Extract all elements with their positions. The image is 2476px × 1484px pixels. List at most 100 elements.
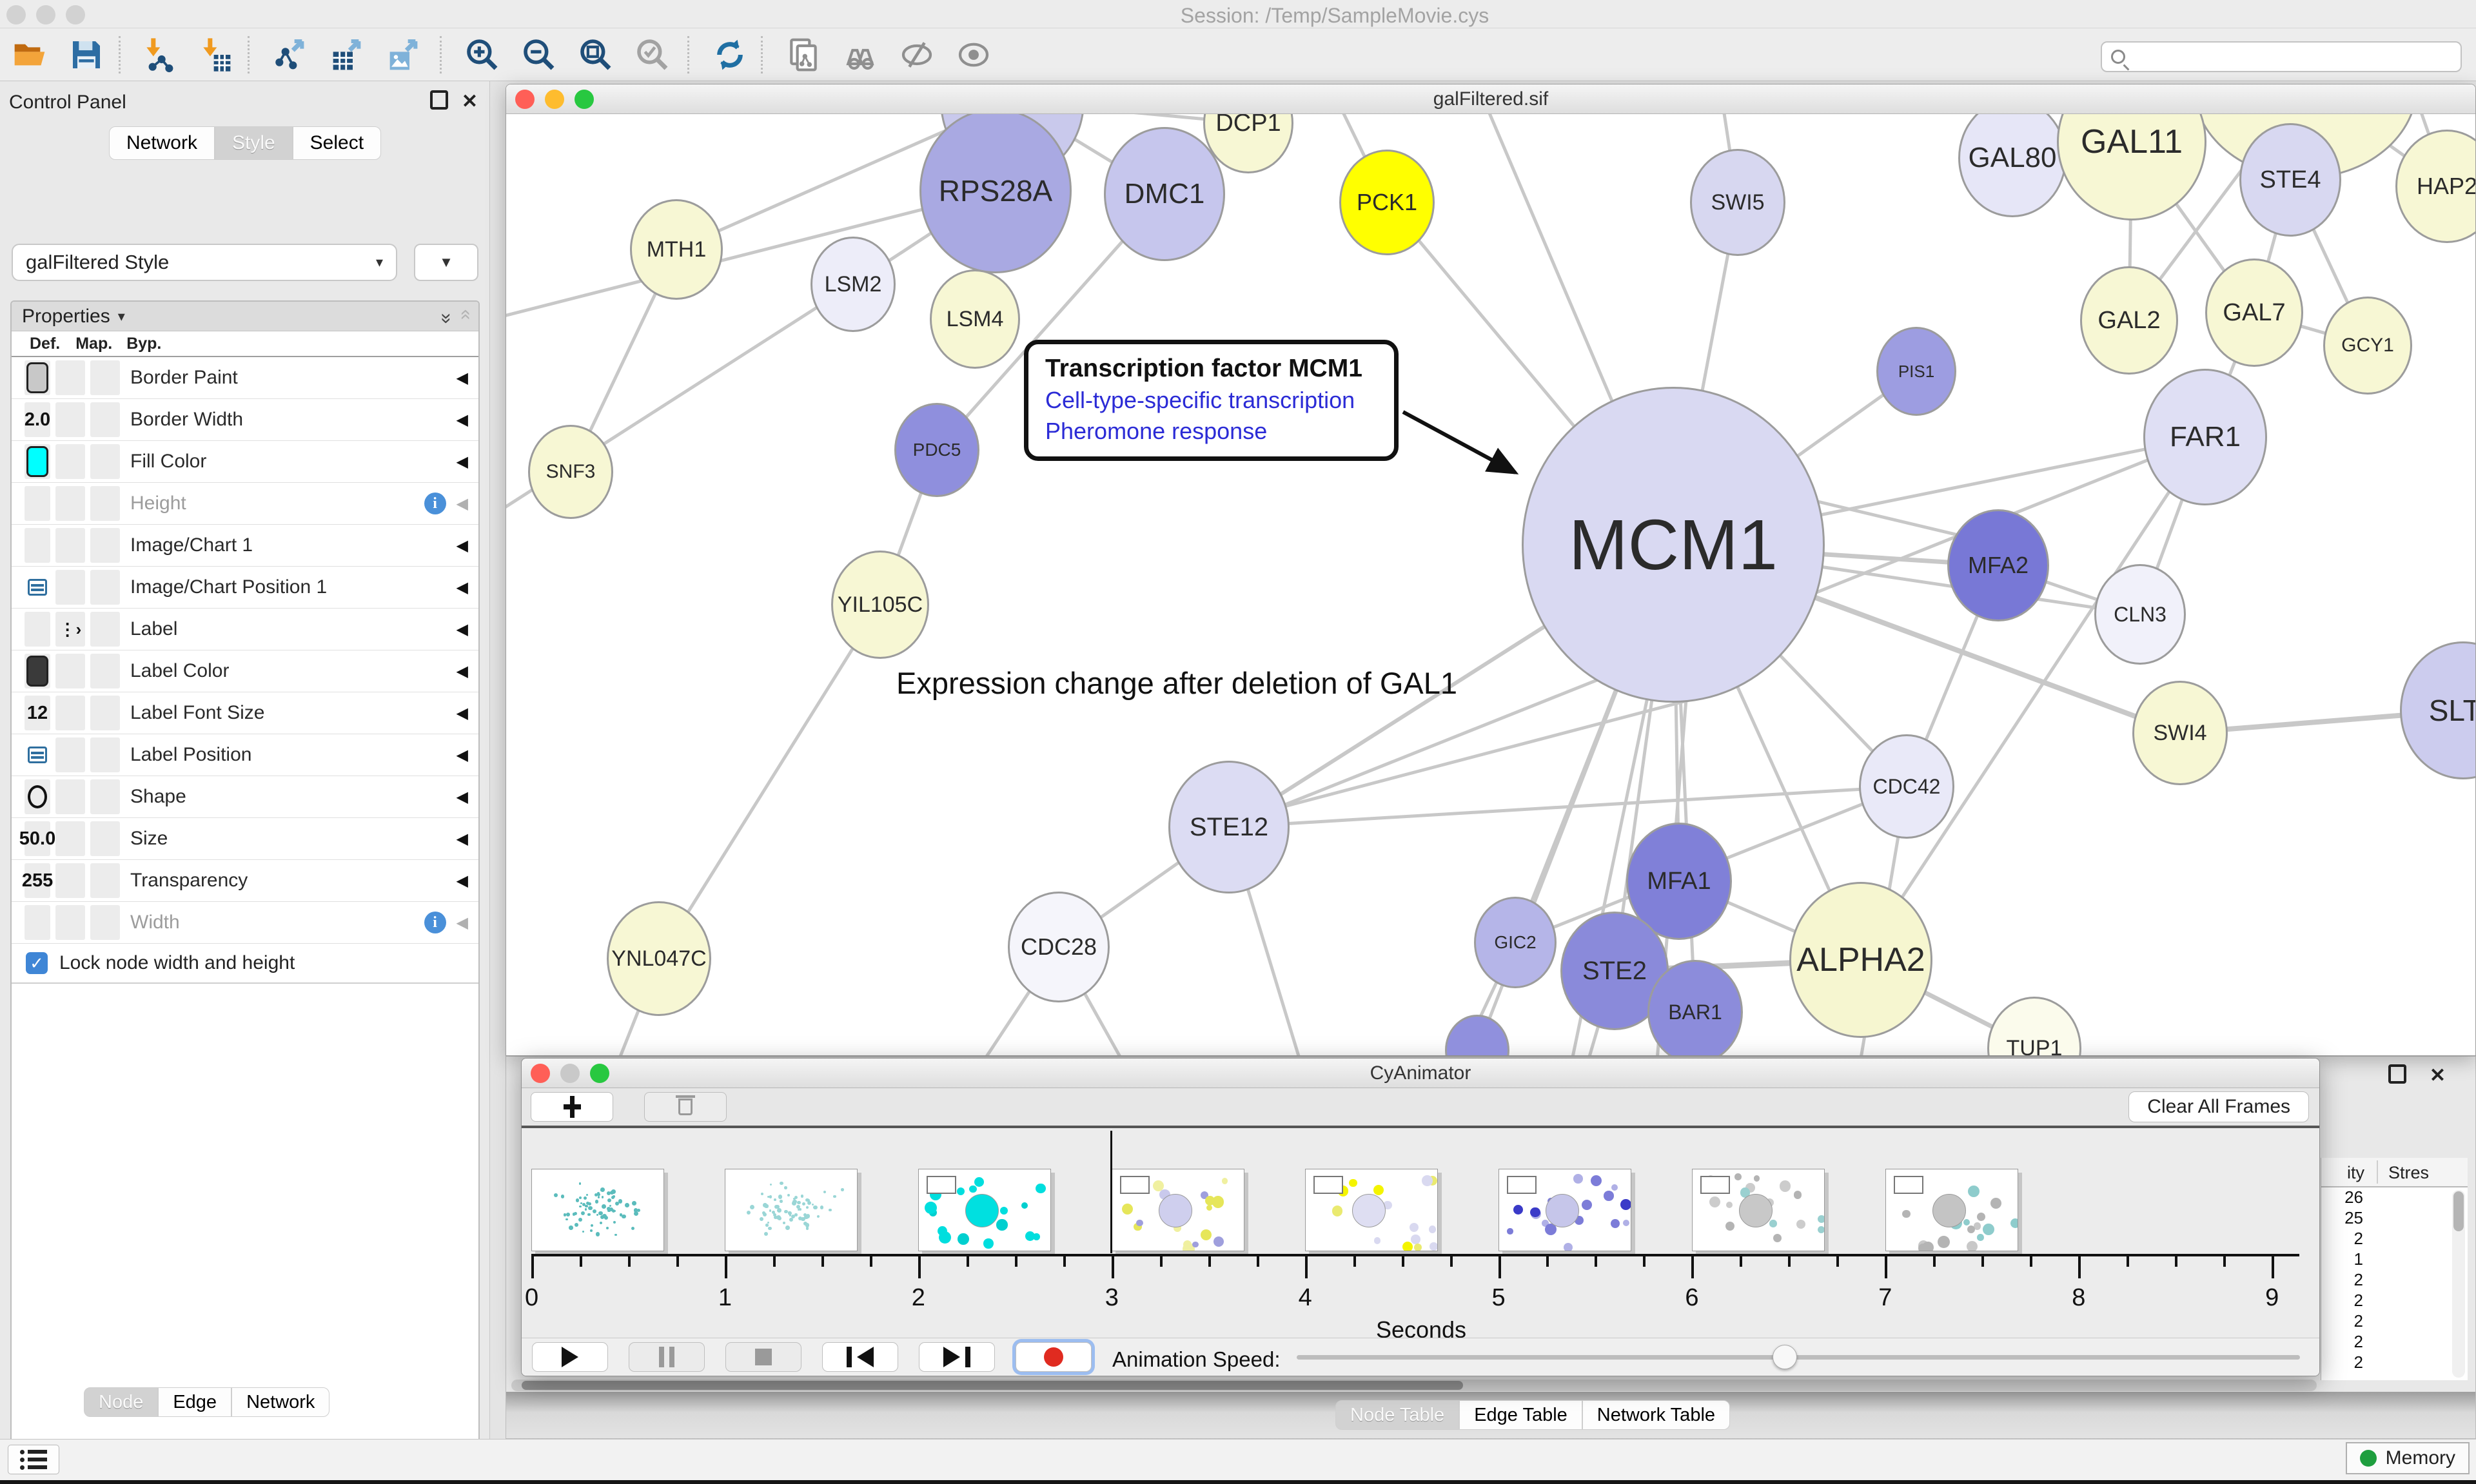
animation-speed-slider[interactable] [1297,1355,2300,1360]
skip-to-end-button[interactable] [919,1342,995,1372]
network-window-titlebar[interactable]: galFiltered.sif [506,84,2475,114]
keyframe-thumbnail-4[interactable] [1305,1169,1438,1251]
network-node-pck1[interactable]: PCK1 [1339,150,1435,255]
table-cell-value[interactable]: 1 [2353,1249,2363,1269]
column-divider[interactable] [2377,1160,2378,1184]
tab-network[interactable]: Network [108,126,215,160]
network-node-ste4[interactable]: STE4 [2239,123,2341,237]
property-row-height[interactable]: Height i ◀ [12,483,478,525]
copy-network-icon[interactable] [783,35,824,75]
close-icon[interactable] [515,90,535,109]
network-node-mth1[interactable]: MTH1 [630,199,723,300]
property-row-label-position[interactable]: Label Position ◀ [12,734,478,776]
expand-row-icon[interactable]: ◀ [456,536,468,554]
tab-edge-table[interactable]: Edge Table [1459,1400,1582,1430]
property-row-shape[interactable]: Shape ◀ [12,776,478,818]
property-row-label[interactable]: ⋮› Label ◀ [12,609,478,650]
tab-network-table[interactable]: Network Table [1582,1400,1731,1430]
annotation-link-2[interactable]: Pheromone response [1045,418,1268,444]
keyframe-thumbnail-6[interactable] [1692,1169,1825,1251]
network-node-cdc28[interactable]: CDC28 [1008,892,1110,1002]
network-node-gal7[interactable]: GAL7 [2205,259,2303,367]
network-node-swi5[interactable]: SWI5 [1690,149,1785,256]
network-node-gal2[interactable]: GAL2 [2080,266,2178,375]
table-cell-value[interactable]: 26 [2344,1187,2363,1207]
column-header-connectivity[interactable]: ity [2347,1163,2364,1182]
table-vertical-scrollbar[interactable] [2452,1190,2465,1378]
table-cell-value[interactable]: 2 [2353,1291,2363,1310]
expand-row-icon[interactable]: ◀ [456,620,468,638]
properties-menu-icon[interactable]: ▾ [117,308,125,324]
maximize-icon[interactable] [590,1064,609,1083]
close-table-panel-icon[interactable]: ✕ [2429,1065,2446,1086]
keyframe-thumbnail-7[interactable] [1885,1169,2018,1251]
keyframe-thumbnail-1[interactable] [725,1169,858,1251]
expand-row-icon[interactable]: ◀ [456,411,468,429]
table-cell-value[interactable]: 2 [2353,1352,2363,1372]
close-panel-icon[interactable]: ✕ [461,91,478,112]
expand-row-icon[interactable]: ◀ [456,746,468,764]
network-node-cln3[interactable]: CLN3 [2094,564,2186,665]
network-node-snf3[interactable]: SNF3 [528,425,613,519]
export-network-icon[interactable] [271,35,312,75]
network-node-dmc1[interactable]: DMC1 [1104,127,1225,261]
animation-speed-thumb[interactable] [1773,1345,1797,1369]
style-selector[interactable]: galFiltered Style ▾ [12,244,397,281]
property-row-image-chart-position-1[interactable]: Image/Chart Position 1 ◀ [12,567,478,609]
zoom-out-icon[interactable] [518,35,560,75]
task-history-button[interactable] [8,1445,59,1474]
export-image-icon[interactable] [384,35,426,75]
minimize-window-icon[interactable] [36,5,55,24]
open-folder-icon[interactable] [9,35,50,75]
properties-title[interactable]: Properties [22,305,110,327]
property-row-label-color[interactable]: Label Color ◀ [12,650,478,692]
expand-row-icon[interactable]: ◀ [456,453,468,471]
network-node-yil105c[interactable]: YIL105C [831,551,929,659]
property-row-fill-color[interactable]: Fill Color ◀ [12,441,478,483]
property-row-label-font-size[interactable]: 12 Label Font Size ◀ [12,692,478,734]
network-node-pdc5[interactable]: PDC5 [894,403,979,497]
clear-all-frames-button[interactable]: Clear All Frames [2128,1091,2309,1122]
zoom-selected-icon[interactable] [632,35,673,75]
mcm1-annotation[interactable]: Transcription factor MCM1 Cell-type-spec… [1024,340,1399,461]
property-row-size[interactable]: 50.0 Size ◀ [12,818,478,860]
network-node-far1[interactable]: FAR1 [2143,369,2267,505]
tab-edge-style[interactable]: Edge [158,1387,232,1417]
network-node-mcm1[interactable]: MCM1 [1522,387,1825,703]
network-node-pis1[interactable]: PIS1 [1876,327,1956,416]
minimize-icon[interactable] [560,1064,580,1083]
stop-button[interactable] [725,1342,801,1372]
property-row-transparency[interactable]: 255 Transparency ◀ [12,860,478,902]
expand-row-icon[interactable]: ◀ [456,662,468,680]
tab-network-style[interactable]: Network [231,1387,330,1417]
keyframe-thumbnail-2[interactable] [918,1169,1051,1251]
table-horizontal-scrollbar[interactable] [511,1380,2317,1391]
network-node-lsm4[interactable]: LSM4 [930,269,1020,369]
table-cell-value[interactable]: 2 [2353,1229,2363,1248]
refresh-icon[interactable] [709,35,751,75]
network-node-cdc42[interactable]: CDC42 [1859,734,1954,839]
tab-node-table[interactable]: Node Table [1335,1400,1460,1430]
expand-row-icon[interactable]: ◀ [456,704,468,722]
keyframe-thumbnail-0[interactable] [531,1169,664,1251]
keyframe-thumbnail-3[interactable] [1112,1169,1244,1251]
style-options-button[interactable]: ▼ [414,244,478,281]
tab-style[interactable]: Style [214,126,293,160]
search-input[interactable] [2101,41,2462,72]
zoom-in-icon[interactable] [462,35,503,75]
record-button[interactable] [1016,1342,1092,1372]
network-node-ste12[interactable]: STE12 [1168,761,1290,893]
lock-node-size-row[interactable]: ✓ Lock node width and height [12,944,478,984]
info-icon[interactable]: i [424,912,446,933]
play-button[interactable] [532,1342,608,1372]
float-table-panel-icon[interactable] [2388,1064,2406,1084]
keyframe-thumbnail-5[interactable] [1498,1169,1631,1251]
property-row-border-paint[interactable]: Border Paint ◀ [12,357,478,399]
network-node-swi4[interactable]: SWI4 [2132,681,2228,785]
minimize-icon[interactable] [545,90,564,109]
expand-row-icon[interactable]: ◀ [456,494,468,513]
network-node-rps28a[interactable]: RPS28A [919,114,1072,273]
memory-button[interactable]: Memory [2345,1442,2470,1474]
import-table-icon[interactable] [195,35,236,75]
close-window-icon[interactable] [6,5,26,24]
